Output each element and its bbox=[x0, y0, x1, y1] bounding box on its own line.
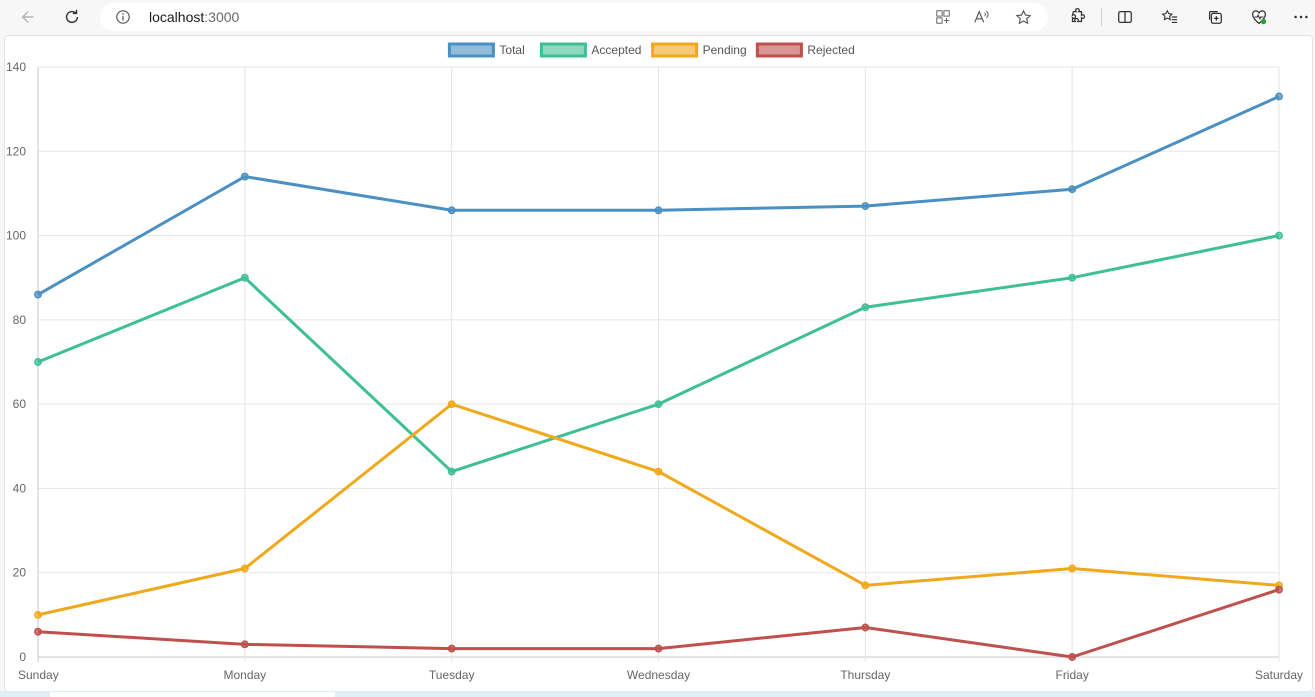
legend-swatch bbox=[447, 42, 495, 58]
data-point-accepted bbox=[447, 467, 456, 476]
info-icon[interactable] bbox=[114, 8, 132, 26]
split-screen-icon[interactable] bbox=[1111, 3, 1139, 31]
y-tick-label: 80 bbox=[13, 313, 27, 327]
address-bar[interactable]: localhost:3000 bbox=[100, 3, 1048, 31]
x-tick-label: Saturday bbox=[1255, 668, 1303, 682]
data-point-accepted bbox=[240, 273, 249, 282]
bottom-tab bbox=[50, 692, 335, 697]
legend-swatch bbox=[651, 42, 699, 58]
x-tick-label: Tuesday bbox=[429, 668, 475, 682]
data-point-accepted bbox=[34, 358, 42, 366]
refresh-icon[interactable] bbox=[58, 3, 86, 31]
bottom-strip bbox=[0, 691, 1315, 697]
data-point-pending bbox=[1068, 564, 1077, 573]
x-tick-label: Sunday bbox=[18, 668, 59, 682]
data-point-total bbox=[447, 206, 456, 215]
y-tick-label: 0 bbox=[19, 650, 26, 664]
browser-toolbar: localhost:3000 bbox=[0, 0, 1315, 34]
x-tick-label: Monday bbox=[223, 668, 266, 682]
y-tick-label: 100 bbox=[6, 229, 26, 243]
browser-essentials-icon[interactable] bbox=[1245, 3, 1273, 31]
chart-series bbox=[34, 92, 1283, 661]
legend-item-total[interactable]: Total bbox=[447, 42, 525, 58]
legend-swatch bbox=[539, 42, 587, 58]
data-point-rejected bbox=[240, 640, 249, 649]
url-text[interactable]: localhost:3000 bbox=[149, 9, 239, 25]
data-point-rejected bbox=[861, 623, 870, 632]
legend-item-pending[interactable]: Pending bbox=[651, 42, 747, 58]
legend-label: Rejected bbox=[807, 43, 854, 57]
y-tick-label: 60 bbox=[13, 397, 27, 411]
back-icon[interactable] bbox=[14, 3, 42, 31]
data-point-total bbox=[1275, 92, 1283, 101]
x-tick-label: Thursday bbox=[840, 668, 890, 682]
data-point-rejected bbox=[1275, 585, 1283, 594]
legend-label: Total bbox=[499, 43, 524, 57]
read-aloud-icon[interactable] bbox=[970, 6, 992, 28]
legend-label: Accepted bbox=[591, 43, 641, 57]
data-point-pending bbox=[861, 581, 870, 590]
app-grid-icon[interactable] bbox=[932, 6, 954, 28]
data-point-rejected bbox=[654, 644, 663, 653]
data-point-accepted bbox=[1275, 231, 1283, 240]
y-tick-label: 20 bbox=[13, 566, 27, 580]
data-point-pending bbox=[447, 400, 456, 409]
more-options-icon[interactable] bbox=[1287, 3, 1315, 31]
data-point-total bbox=[861, 202, 870, 211]
collections-icon[interactable] bbox=[1201, 3, 1229, 31]
data-point-pending bbox=[654, 467, 663, 476]
data-point-rejected bbox=[1068, 653, 1077, 661]
data-point-accepted bbox=[861, 303, 870, 312]
toolbar-separator bbox=[1101, 8, 1102, 26]
favorite-star-icon[interactable] bbox=[1012, 6, 1034, 28]
legend-swatch bbox=[755, 42, 803, 58]
favorites-list-icon[interactable] bbox=[1156, 3, 1184, 31]
data-point-accepted bbox=[1068, 273, 1077, 282]
data-point-total bbox=[1068, 185, 1077, 194]
url-host: localhost bbox=[149, 9, 205, 25]
x-tick-label: Friday bbox=[1055, 668, 1088, 682]
data-point-pending bbox=[240, 564, 249, 573]
data-point-rejected bbox=[447, 644, 456, 653]
url-port: :3000 bbox=[204, 9, 240, 25]
data-point-total bbox=[240, 172, 249, 181]
data-point-accepted bbox=[654, 400, 663, 409]
y-tick-label: 40 bbox=[13, 481, 27, 495]
x-tick-label: Wednesday bbox=[627, 668, 690, 682]
data-point-total bbox=[34, 290, 42, 299]
extensions-icon[interactable] bbox=[1063, 3, 1091, 31]
y-tick-label: 120 bbox=[6, 144, 26, 158]
legend-item-accepted[interactable]: Accepted bbox=[539, 42, 641, 58]
y-tick-label: 140 bbox=[6, 60, 26, 74]
data-point-rejected bbox=[34, 627, 42, 636]
data-point-total bbox=[654, 206, 663, 215]
legend-label: Pending bbox=[703, 43, 747, 57]
data-point-pending bbox=[34, 610, 42, 619]
legend-item-rejected[interactable]: Rejected bbox=[755, 42, 855, 58]
chart-axes: 0 20 40 60 80 100 120 140 Sunday Monday Tuesday Wed… bbox=[6, 60, 1303, 682]
chart-legend[interactable]: Total Accepted Pending Rejected bbox=[447, 42, 855, 58]
